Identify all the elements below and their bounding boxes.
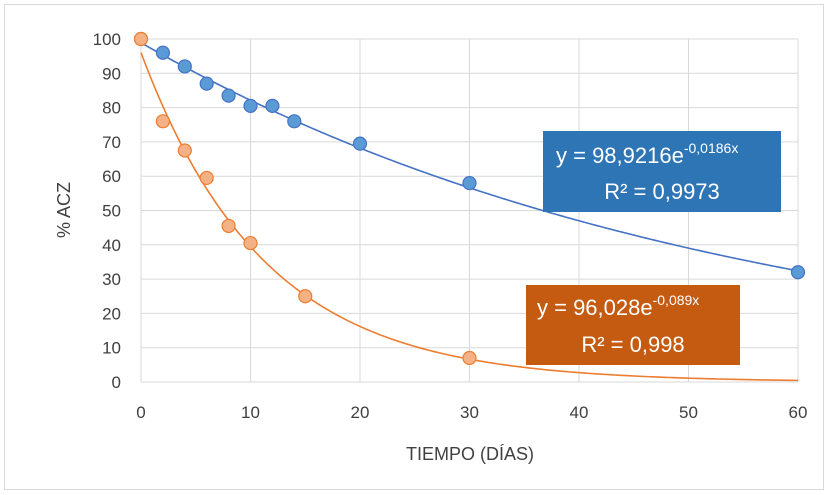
y-tick-label: 20	[102, 304, 121, 323]
equation-blue-r2: R² = 0,9973	[604, 179, 720, 204]
data-point-blue	[352, 136, 368, 151]
equation-box-blue: y = 98,9216e-0,0186x R² = 0,9973	[543, 131, 781, 212]
data-points	[133, 31, 806, 366]
equation-orange-text: y = 96,028e	[537, 295, 653, 320]
data-point-blue	[199, 76, 214, 91]
equation-box-orange: y = 96,028e-0,089x R² = 0,998	[526, 285, 740, 365]
data-point-orange	[155, 114, 170, 129]
y-tick-label: 10	[102, 339, 121, 358]
y-tick-label: 60	[102, 167, 121, 186]
equation-blue-text: y = 98,9216e	[556, 143, 684, 168]
svg-text:y = 98,9216e-0,0186x: y = 98,9216e-0,0186x	[556, 140, 738, 168]
data-point-blue	[243, 98, 258, 113]
data-point-orange	[199, 170, 214, 186]
y-tick-label: 80	[102, 99, 121, 118]
data-point-orange	[462, 350, 477, 366]
equation-box-blue-bg	[543, 131, 781, 212]
data-point-blue	[287, 114, 302, 129]
x-tick-label: 30	[460, 403, 479, 422]
y-tick-label: 100	[93, 30, 121, 49]
x-axis-title: TIEMPO (DÍAS)	[406, 444, 534, 464]
data-point-blue	[155, 45, 170, 60]
x-tick-label: 50	[679, 403, 698, 422]
y-tick-label: 40	[102, 236, 121, 255]
y-tick-label: 0	[112, 373, 121, 392]
data-point-blue	[177, 59, 192, 74]
data-point-orange	[221, 218, 236, 234]
data-point-orange	[177, 143, 192, 158]
data-point-blue	[790, 265, 806, 280]
x-tick-label: 10	[241, 403, 260, 422]
data-point-blue	[462, 175, 477, 191]
y-tick-label: 70	[102, 133, 121, 152]
y-tick-labels: 0 10 20 30 40 50 60 70 80 90 100	[93, 30, 121, 392]
data-point-orange	[298, 289, 313, 304]
equation-orange-exponent: -0,089x	[653, 292, 700, 308]
data-point-orange	[133, 31, 149, 47]
x-tick-label: 60	[789, 403, 808, 422]
x-tick-label: 20	[351, 403, 370, 422]
data-point-orange	[243, 235, 258, 251]
x-tick-label: 0	[136, 403, 145, 422]
data-point-blue	[265, 98, 280, 113]
svg-text:y = 96,028e-0,089x: y = 96,028e-0,089x	[537, 292, 699, 320]
x-tick-label: 40	[570, 403, 589, 422]
gridlines	[140, 38, 799, 383]
y-tick-label: 30	[102, 270, 121, 289]
data-point-blue	[221, 88, 236, 103]
equation-orange-r2: R² = 0,998	[581, 332, 684, 357]
x-tick-labels: 0 10 20 30 40 50 60	[136, 403, 807, 422]
y-tick-label: 50	[102, 202, 121, 221]
y-axis-title: % ACZ	[54, 182, 74, 238]
equation-blue-exponent: -0,0186x	[684, 140, 738, 156]
y-tick-label: 90	[102, 64, 121, 83]
equation-box-orange-bg	[526, 285, 740, 365]
